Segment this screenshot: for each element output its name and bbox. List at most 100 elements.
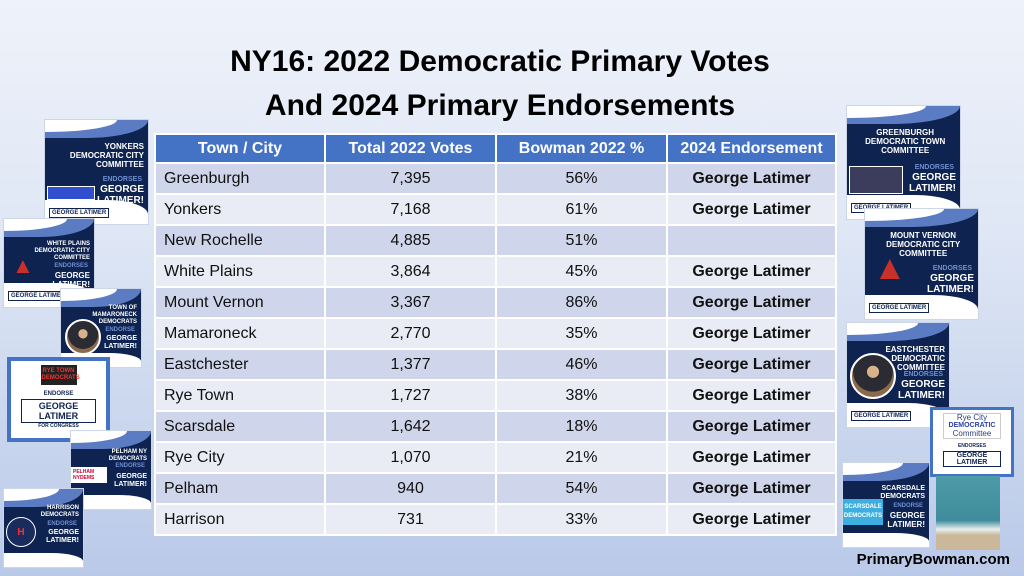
- flyer-name: GEORGE LATIMER!: [926, 273, 974, 295]
- cell-endorsement: George Latimer: [666, 503, 837, 536]
- cell-endorsement: George Latimer: [666, 410, 837, 443]
- flyer-verb: ENDORSES: [54, 263, 88, 269]
- table-row: New Rochelle 4,885 51%: [154, 224, 837, 257]
- flyer-scarsdale: SCARSDALE DEMOCRATS ENDORSE GEORGE LATIM…: [842, 462, 930, 548]
- cell-votes: 940: [324, 472, 497, 505]
- flyer-verb: ENDORSE: [893, 503, 923, 509]
- flyer-mamaroneck: TOWN OF MAMARONECK DEMOCRATS ENDORSE GEO…: [60, 288, 142, 368]
- flyer-mount-vernon: MOUNT VERNON DEMOCRATIC CITY COMMITTEE E…: [864, 208, 979, 320]
- cell-pct: 38%: [495, 379, 668, 412]
- flyer-name: GEORGE LATIMER!: [46, 529, 79, 544]
- cell-pct: 21%: [495, 441, 668, 474]
- table-row: Rye City 1,070 21% George Latimer: [154, 441, 837, 474]
- table-row: White Plains 3,864 45% George Latimer: [154, 255, 837, 288]
- flyer-sub: FOR CONGRESS: [38, 423, 79, 429]
- table-row: Yonkers 7,168 61% George Latimer: [154, 193, 837, 226]
- flyer-verb: ENDORSES: [914, 164, 954, 171]
- flyer-org: SCARSDALE DEMOCRATS: [880, 485, 925, 500]
- flyer-name: GEORGE LATIMER: [21, 399, 96, 423]
- cell-endorsement: George Latimer: [666, 193, 837, 226]
- cell-endorsement: George Latimer: [666, 255, 837, 288]
- cell-pct: 54%: [495, 472, 668, 505]
- org-line-2: DEMOCRATIC: [948, 422, 996, 429]
- flyer-white-plains: WHITE PLAINS DEMOCRATIC CITY COMMITTEE E…: [3, 218, 95, 308]
- table-row: Eastchester 1,377 46% George Latimer: [154, 348, 837, 381]
- cell-town: White Plains: [154, 255, 326, 288]
- flyer-org: GREENBURGH DEMOCRATIC TOWN COMMITTEE: [865, 128, 946, 155]
- flyer-verb: ENDORSES: [957, 443, 987, 449]
- cell-endorsement: George Latimer: [666, 286, 837, 319]
- cell-votes: 1,070: [324, 441, 497, 474]
- cell-votes: 2,770: [324, 317, 497, 350]
- flyer-verb: ENDORSE: [47, 521, 77, 527]
- table-header-row: Town / City Total 2022 Votes Bowman 2022…: [154, 133, 837, 164]
- cell-votes: 4,885: [324, 224, 497, 257]
- flyer-rye-city: Rye City DEMOCRATIC Committee ENDORSES G…: [930, 407, 1014, 477]
- table-row: Mamaroneck 2,770 35% George Latimer: [154, 317, 837, 350]
- table-row: Mount Vernon 3,367 86% George Latimer: [154, 286, 837, 319]
- cell-town: Greenburgh: [154, 162, 326, 195]
- cell-endorsement: George Latimer: [666, 348, 837, 381]
- flyer-name: GEORGE LATIMER: [943, 451, 1001, 467]
- cell-pct: 33%: [495, 503, 668, 536]
- header-town: Town / City: [154, 133, 326, 164]
- flyer-org: HARRISON DEMOCRATS: [40, 505, 79, 518]
- flyer-greenburgh: GREENBURGH DEMOCRATIC TOWN COMMITTEE END…: [846, 105, 961, 220]
- table-row: Greenburgh 7,395 56% George Latimer: [154, 162, 837, 195]
- flyer-org: RYE TOWN DEMOCRATS: [40, 365, 80, 385]
- cell-pct: 56%: [495, 162, 668, 195]
- flyer-verb: ENDORSE: [115, 463, 145, 469]
- title-line-1: NY16: 2022 Democratic Primary Votes: [230, 45, 770, 78]
- cell-endorsement: [666, 224, 837, 257]
- header-votes: Total 2022 Votes: [324, 133, 497, 164]
- org-line-1: Rye City: [956, 413, 988, 422]
- flyer-org: YONKERS DEMOCRATIC CITY COMMITTEE: [69, 142, 144, 169]
- title-line-2: And 2024 Primary Endorsements: [264, 89, 736, 122]
- cell-votes: 7,168: [324, 193, 497, 226]
- page-title: NY16: 2022 Democratic Primary Votes And …: [150, 40, 850, 128]
- votes-table: Town / City Total 2022 Votes Bowman 2022…: [154, 133, 837, 536]
- cell-votes: 1,727: [324, 379, 497, 412]
- flyer-logo: GEORGE LATIMER: [49, 208, 110, 218]
- cell-town: Eastchester: [154, 348, 326, 381]
- header-pct: Bowman 2022 %: [495, 133, 668, 164]
- cell-endorsement: George Latimer: [666, 317, 837, 350]
- flyer-org: MOUNT VERNON DEMOCRATIC CITY COMMITTEE: [886, 231, 961, 258]
- cell-town: Rye City: [154, 441, 326, 474]
- flyer-org: TOWN OF MAMARONECK DEMOCRATS: [92, 305, 137, 325]
- cell-votes: 731: [324, 503, 497, 536]
- flyer-rye-town: RYE TOWN DEMOCRATS ENDORSE GEORGE LATIME…: [7, 357, 110, 442]
- cell-town: Mamaroneck: [154, 317, 326, 350]
- table-row: Harrison 731 33% George Latimer: [154, 503, 837, 536]
- cell-pct: 51%: [495, 224, 668, 257]
- cell-pct: 35%: [495, 317, 668, 350]
- cell-pct: 46%: [495, 348, 668, 381]
- candidate-photo: [65, 319, 101, 355]
- cell-endorsement: George Latimer: [666, 379, 837, 412]
- cell-town: Rye Town: [154, 379, 326, 412]
- cell-pct: 86%: [495, 286, 668, 319]
- flyer-org: PELHAM NY DEMOCRATS: [108, 449, 147, 462]
- flyer-yonkers: YONKERS DEMOCRATIC CITY COMMITTEE ENDORS…: [44, 119, 149, 225]
- flyer-name: GEORGE LATIMER!: [104, 335, 137, 350]
- candidate-photo: [850, 353, 896, 399]
- cell-town: Harrison: [154, 503, 326, 536]
- flyer-logo: SCARSDALE DEMOCRATS: [843, 499, 883, 525]
- header-endorsement: 2024 Endorsement: [666, 133, 837, 164]
- cell-pct: 18%: [495, 410, 668, 443]
- donkey-icon: ▲: [12, 253, 34, 278]
- cell-endorsement: George Latimer: [666, 441, 837, 474]
- donkey-icon: ▲: [873, 249, 907, 287]
- harrison-logo-icon: H: [6, 517, 36, 547]
- table-row: Rye Town 1,727 38% George Latimer: [154, 379, 837, 412]
- flyer-name: GEORGE LATIMER!: [887, 511, 925, 529]
- flyer-verb: ENDORSES: [932, 265, 972, 272]
- cell-votes: 1,642: [324, 410, 497, 443]
- cell-pct: 61%: [495, 193, 668, 226]
- flyer-logo: GEORGE LATIMER: [869, 303, 930, 313]
- cell-town: Pelham: [154, 472, 326, 505]
- org-line-3: Committee: [952, 429, 992, 438]
- flyer-verb: ENDORSE: [43, 391, 74, 397]
- flyer-name: GEORGE LATIMER!: [897, 379, 945, 401]
- cell-votes: 7,395: [324, 162, 497, 195]
